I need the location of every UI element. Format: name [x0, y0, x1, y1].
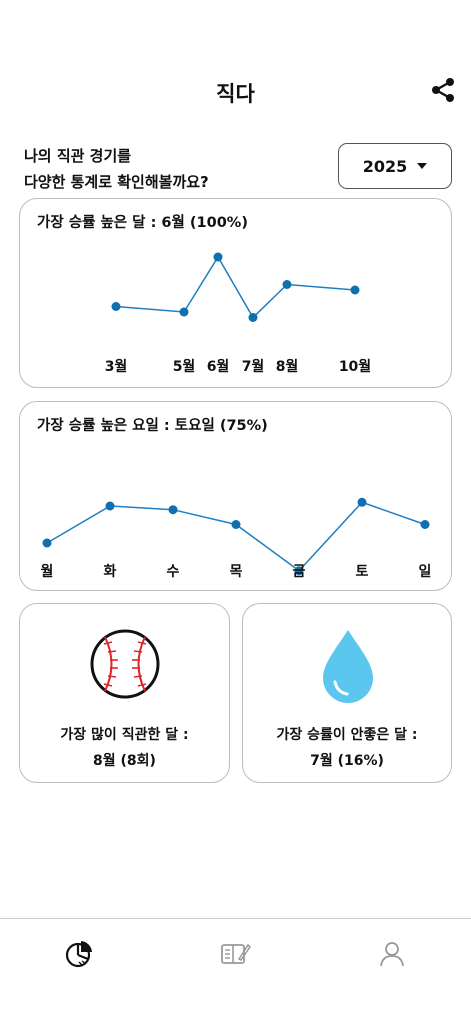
weekday-point	[294, 566, 304, 576]
most-attended-label: 가장 많이 직관한 달 :	[60, 727, 189, 743]
month-point	[213, 252, 223, 262]
weekday-tick-label: 토	[356, 564, 369, 580]
weekday-tick-label: 목	[230, 564, 243, 580]
month-winrate-card: 가장 승률 높은 달 : 6월 (100%) 3월 5월 6월 7월 8월 10월	[19, 198, 452, 388]
intro-line-2: 다양한 통계로 확인해볼까요?	[24, 173, 209, 191]
page-title: 직다	[216, 82, 255, 106]
worst-month-text: 가장 승률이 안좋은 달 : 7월 (16%)	[243, 722, 451, 774]
month-tick-label: 3월	[105, 358, 128, 375]
weekday-tick-label: 월	[41, 563, 54, 580]
month-tick-label: 5월	[173, 358, 196, 375]
month-winrate-chart: 3월 5월 6월 7월 8월 10월	[105, 252, 371, 375]
worst-month-label: 가장 승률이 안좋은 달 :	[276, 727, 418, 743]
worst-month-value: 7월 (16%)	[310, 753, 384, 769]
weekday-tick-label: 수	[167, 564, 180, 580]
most-attended-text: 가장 많이 직관한 달 : 8월 (8회)	[20, 722, 229, 774]
notebook-pen-icon	[221, 943, 251, 964]
month-tick-label: 7월	[242, 358, 265, 375]
intro-text: 나의 직관 경기를 다양한 통계로 확인해볼까요?	[24, 143, 209, 195]
month-point	[111, 302, 121, 311]
weekday-tick-label: 일	[419, 564, 432, 580]
pie-chart-icon	[65, 941, 92, 968]
weekday-point	[168, 505, 178, 515]
month-tick-label: 10월	[339, 358, 371, 375]
weekday-winrate-card: 가장 승률 높은 요일 : 토요일 (75%) 월 화 수 목 금 토 일	[19, 401, 452, 591]
weekday-tick-label: 금	[293, 564, 306, 580]
month-point	[179, 307, 189, 317]
tab-stats[interactable]	[62, 937, 96, 971]
tab-profile[interactable]	[375, 937, 409, 971]
weekday-point	[105, 501, 115, 511]
most-attended-value: 8월 (8회)	[93, 753, 156, 769]
most-attended-card: 가장 많이 직관한 달 : 8월 (8회)	[19, 603, 230, 783]
weekday-point	[42, 538, 52, 548]
bottom-navigation	[0, 918, 471, 1024]
month-tick-label: 8월	[276, 358, 299, 375]
weekday-tick-label: 화	[104, 564, 117, 580]
month-point	[248, 313, 258, 322]
weekday-point	[420, 520, 430, 529]
app-header: 직다	[0, 0, 471, 130]
month-series-line	[115, 255, 356, 319]
share-icon[interactable]	[429, 76, 457, 104]
water-drop-icon	[323, 630, 373, 703]
tab-diary[interactable]	[218, 937, 252, 971]
weekday-point	[231, 520, 241, 529]
month-point	[350, 285, 360, 295]
intro-line-1: 나의 직관 경기를	[24, 147, 132, 165]
year-select-value: 2025	[362, 156, 408, 176]
year-select[interactable]: 2025	[338, 143, 452, 189]
caret-down-icon	[417, 163, 428, 169]
baseball-icon	[90, 629, 160, 699]
worst-month-card: 가장 승률이 안좋은 달 : 7월 (16%)	[242, 603, 452, 783]
weekday-point	[357, 497, 367, 507]
month-card-title: 가장 승률 높은 달 : 6월 (100%)	[37, 215, 248, 231]
month-tick-label: 6월	[207, 358, 230, 375]
weekday-series-line	[46, 501, 426, 572]
month-point	[282, 280, 292, 289]
weekday-card-title: 가장 승률 높은 요일 : 토요일 (75%)	[37, 418, 268, 434]
user-icon	[380, 942, 404, 967]
